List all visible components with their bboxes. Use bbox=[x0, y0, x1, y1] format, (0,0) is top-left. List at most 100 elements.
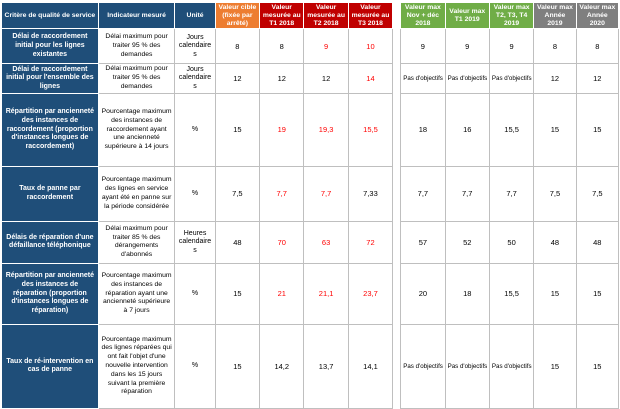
table-row: Délai de raccordement initial pour l'ens… bbox=[1, 63, 620, 94]
header-max-year-1: Valeur max Année 2019 bbox=[533, 1, 577, 30]
max-value-cell-year-1: 15 bbox=[533, 323, 577, 409]
table-row: Taux de ré-intervention en cas de panne P… bbox=[1, 323, 620, 409]
header-indicator: Indicateur mesuré bbox=[97, 1, 176, 30]
measured-value-cell-t1: 12 bbox=[259, 63, 305, 94]
max-value-cell-year-1: 15 bbox=[533, 262, 577, 325]
measured-value-cell-t3: 10 bbox=[347, 28, 394, 65]
gap-spacer-cell bbox=[392, 221, 401, 264]
max-value-cell-year-1: 15 bbox=[533, 92, 577, 167]
unit-cell: % bbox=[174, 92, 216, 167]
max-value-cell-green-1: 7,7 bbox=[400, 165, 446, 222]
max-value-cell-green-3: 7,7 bbox=[488, 165, 535, 222]
header-gap-spacer bbox=[392, 2, 401, 29]
indicator-cell: Délai maximum pour traiter 95 % des dema… bbox=[97, 28, 176, 65]
table-row: Répartition par ancienneté des instances… bbox=[1, 92, 620, 167]
gap-spacer-cell bbox=[392, 166, 401, 222]
max-value-cell-year-2: 48 bbox=[575, 220, 620, 264]
unit-cell: Jours calendaires bbox=[174, 28, 216, 65]
measured-value-cell-t2: 19,3 bbox=[303, 92, 349, 167]
max-value-cell-green-1: Pas d'objectifs bbox=[400, 323, 446, 409]
gap-spacer-cell bbox=[392, 324, 401, 409]
max-value-cell-year-2: 15 bbox=[575, 323, 620, 409]
indicator-cell: Délai maximum pour traiter 85 % des déra… bbox=[97, 220, 176, 264]
header-unit: Unité bbox=[174, 1, 216, 30]
max-value-cell-year-2: 8 bbox=[575, 28, 620, 65]
max-value-cell-year-2: 7,5 bbox=[575, 165, 620, 222]
unit-cell: % bbox=[174, 323, 216, 409]
target-value-cell: 15 bbox=[214, 323, 261, 409]
criterion-cell: Répartition par ancienneté des instances… bbox=[1, 262, 99, 325]
unit-cell: Heures calendaires bbox=[174, 220, 216, 264]
unit-cell: Jours calendaires bbox=[174, 63, 216, 94]
indicator-cell: Pourcentage maximum des lignes en servic… bbox=[97, 165, 176, 222]
max-value-cell-year-1: 8 bbox=[533, 28, 577, 65]
max-value-cell-green-1: Pas d'objectifs bbox=[400, 63, 446, 94]
gap-spacer-cell bbox=[392, 93, 401, 167]
header-row: Critère de qualité de service Indicateur … bbox=[1, 1, 620, 30]
measured-value-cell-t3: 23,7 bbox=[347, 262, 394, 325]
header-measured-t2-2018: Valeur mesurée au T2 2018 bbox=[303, 1, 349, 30]
indicator-cell: Pourcentage maximum des lignes réparées … bbox=[97, 323, 176, 409]
header-max-green-1: Valeur max Nov + déc 2018 bbox=[400, 1, 446, 30]
measured-value-cell-t3: 15,5 bbox=[347, 92, 394, 167]
indicator-cell: Délai maximum pour traiter 95 % des dema… bbox=[97, 63, 176, 94]
measured-value-cell-t3: 14,1 bbox=[347, 323, 394, 409]
measured-value-cell-t3: 72 bbox=[347, 220, 394, 264]
table-row: Répartition par ancienneté des instances… bbox=[1, 262, 620, 325]
max-value-cell-green-1: 57 bbox=[400, 220, 446, 264]
measured-value-cell-t3: 7,33 bbox=[347, 165, 394, 222]
measured-value-cell-t1: 8 bbox=[259, 28, 305, 65]
max-value-cell-green-2: Pas d'objectifs bbox=[444, 63, 490, 94]
max-value-cell-green-3: 50 bbox=[488, 220, 535, 264]
max-value-cell-green-2: 7,7 bbox=[444, 165, 490, 222]
header-measured-t3-2018: Valeur mesurée au T3 2018 bbox=[347, 1, 394, 30]
criterion-cell: Délai de raccordement initial pour les l… bbox=[1, 28, 99, 65]
measured-value-cell-t2: 13,7 bbox=[303, 323, 349, 409]
max-value-cell-green-3: 9 bbox=[488, 28, 535, 65]
table-row: Délais de réparation d'une défaillance t… bbox=[1, 220, 620, 264]
max-value-cell-year-2: 15 bbox=[575, 262, 620, 325]
max-value-cell-year-1: 12 bbox=[533, 63, 577, 94]
max-value-cell-green-1: 18 bbox=[400, 92, 446, 167]
header-target-value: Valeur cible (fixée par arrêté) bbox=[214, 1, 261, 30]
header-max-green-3: Valeur max T2, T3, T4 2019 bbox=[488, 1, 535, 30]
criterion-cell: Répartition par ancienneté des instances… bbox=[1, 92, 99, 167]
measured-value-cell-t1: 21 bbox=[259, 262, 305, 325]
criterion-cell: Délais de réparation d'une défaillance t… bbox=[1, 220, 99, 264]
max-value-cell-green-2: 52 bbox=[444, 220, 490, 264]
max-value-cell-green-2: 16 bbox=[444, 92, 490, 167]
measured-value-cell-t1: 7,7 bbox=[259, 165, 305, 222]
max-value-cell-year-2: 15 bbox=[575, 92, 620, 167]
indicator-cell: Pourcentage maximum des instances de rac… bbox=[97, 92, 176, 167]
table-row: Délai de raccordement initial pour les l… bbox=[1, 28, 620, 65]
target-value-cell: 15 bbox=[214, 92, 261, 167]
table-row: Taux de panne par raccordement Pourcentag… bbox=[1, 165, 620, 222]
header-max-green-2: Valeur max T1 2019 bbox=[444, 1, 490, 30]
target-value-cell: 8 bbox=[214, 28, 261, 65]
max-value-cell-green-1: 9 bbox=[400, 28, 446, 65]
measured-value-cell-t3: 14 bbox=[347, 63, 394, 94]
gap-spacer-cell bbox=[392, 28, 401, 64]
criterion-cell: Taux de panne par raccordement bbox=[1, 165, 99, 222]
max-value-cell-green-3: Pas d'objectifs bbox=[488, 323, 535, 409]
header-criterion: Critère de qualité de service bbox=[1, 1, 99, 30]
criterion-cell: Délai de raccordement initial pour l'ens… bbox=[1, 63, 99, 94]
indicator-cell: Pourcentage maximum des instances de rép… bbox=[97, 262, 176, 325]
max-value-cell-year-2: 12 bbox=[575, 63, 620, 94]
measured-value-cell-t2: 7,7 bbox=[303, 165, 349, 222]
max-value-cell-year-1: 7,5 bbox=[533, 165, 577, 222]
unit-cell: % bbox=[174, 165, 216, 222]
max-value-cell-year-1: 48 bbox=[533, 220, 577, 264]
max-value-cell-green-3: 15,5 bbox=[488, 262, 535, 325]
max-value-cell-green-3: Pas d'objectifs bbox=[488, 63, 535, 94]
measured-value-cell-t2: 21,1 bbox=[303, 262, 349, 325]
max-value-cell-green-2: Pas d'objectifs bbox=[444, 323, 490, 409]
measured-value-cell-t1: 19 bbox=[259, 92, 305, 167]
target-value-cell: 12 bbox=[214, 63, 261, 94]
target-value-cell: 48 bbox=[214, 220, 261, 264]
target-value-cell: 7,5 bbox=[214, 165, 261, 222]
measured-value-cell-t1: 14,2 bbox=[259, 323, 305, 409]
max-value-cell-green-3: 15,5 bbox=[488, 92, 535, 167]
measured-value-cell-t2: 12 bbox=[303, 63, 349, 94]
max-value-cell-green-2: 18 bbox=[444, 262, 490, 325]
